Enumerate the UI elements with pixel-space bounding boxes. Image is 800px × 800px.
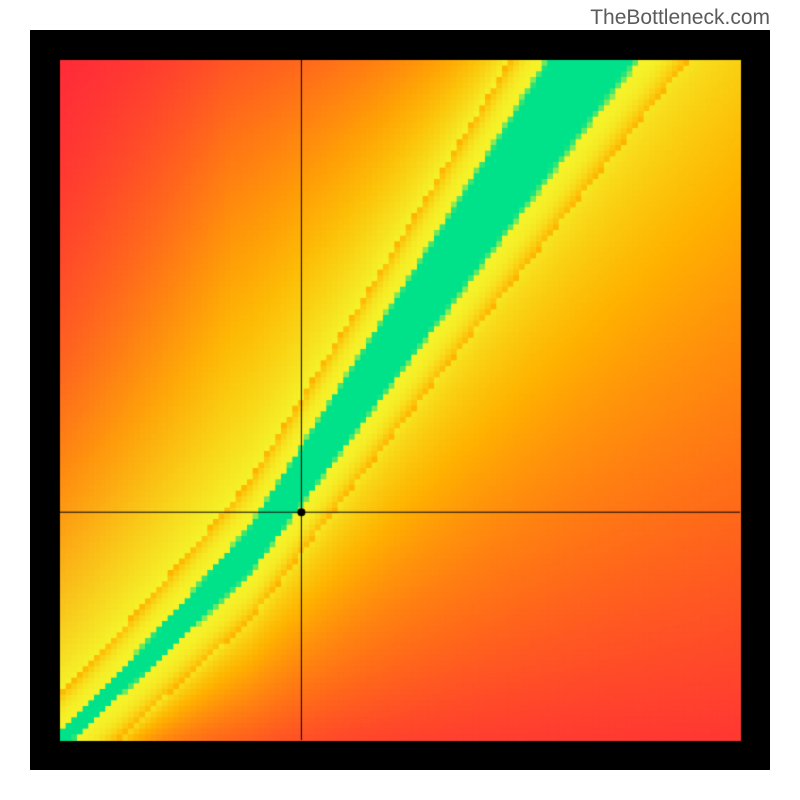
bottleneck-heatmap xyxy=(30,30,770,770)
watermark-text: TheBottleneck.com xyxy=(590,6,770,30)
